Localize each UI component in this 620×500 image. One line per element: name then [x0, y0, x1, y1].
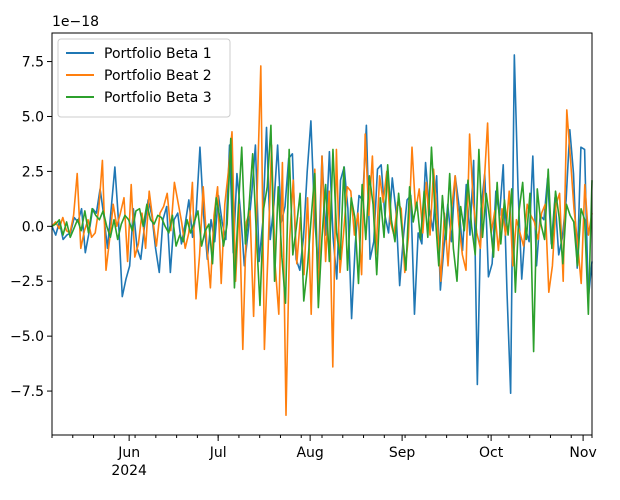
- x-tick-label: Sep: [389, 445, 416, 461]
- y-tick-label: 2.5: [22, 164, 44, 180]
- legend-label-2: Portfolio Beat 2: [104, 68, 212, 84]
- x-tick-label: Jul: [209, 445, 227, 461]
- legend-label-3: Portfolio Beta 3: [104, 90, 212, 106]
- series-line-2: [51, 65, 593, 417]
- y-tick-label: −7.5: [10, 384, 44, 400]
- y-tick-label: −5.0: [10, 329, 44, 345]
- y-tick-label: 0.0: [22, 219, 44, 235]
- legend: Portfolio Beta 1 Portfolio Beat 2 Portfoli…: [57, 38, 231, 118]
- x-axis: Jun 2024 Jul Aug Sep Oct Nov: [51, 435, 597, 479]
- series-layer: [51, 54, 593, 417]
- legend-label-1: Portfolio Beta 1: [104, 46, 212, 62]
- y-tick-label: 7.5: [22, 55, 44, 71]
- x-tick-label: Jun: [117, 445, 140, 461]
- y-tick-label: 5.0: [22, 109, 44, 125]
- legend-box: [57, 38, 231, 118]
- x-tick-sublabel: 2024: [111, 463, 147, 479]
- x-tick-label: Aug: [296, 445, 323, 461]
- y-offset-label: 1e−18: [52, 14, 99, 30]
- x-tick-label: Nov: [569, 445, 596, 461]
- y-axis: −7.5 −5.0 −2.5 0.0 2.5 5.0 7.5: [10, 55, 52, 400]
- x-tick-label: Oct: [479, 445, 504, 461]
- y-tick-label: −2.5: [10, 274, 44, 290]
- series-line-3: [51, 124, 593, 353]
